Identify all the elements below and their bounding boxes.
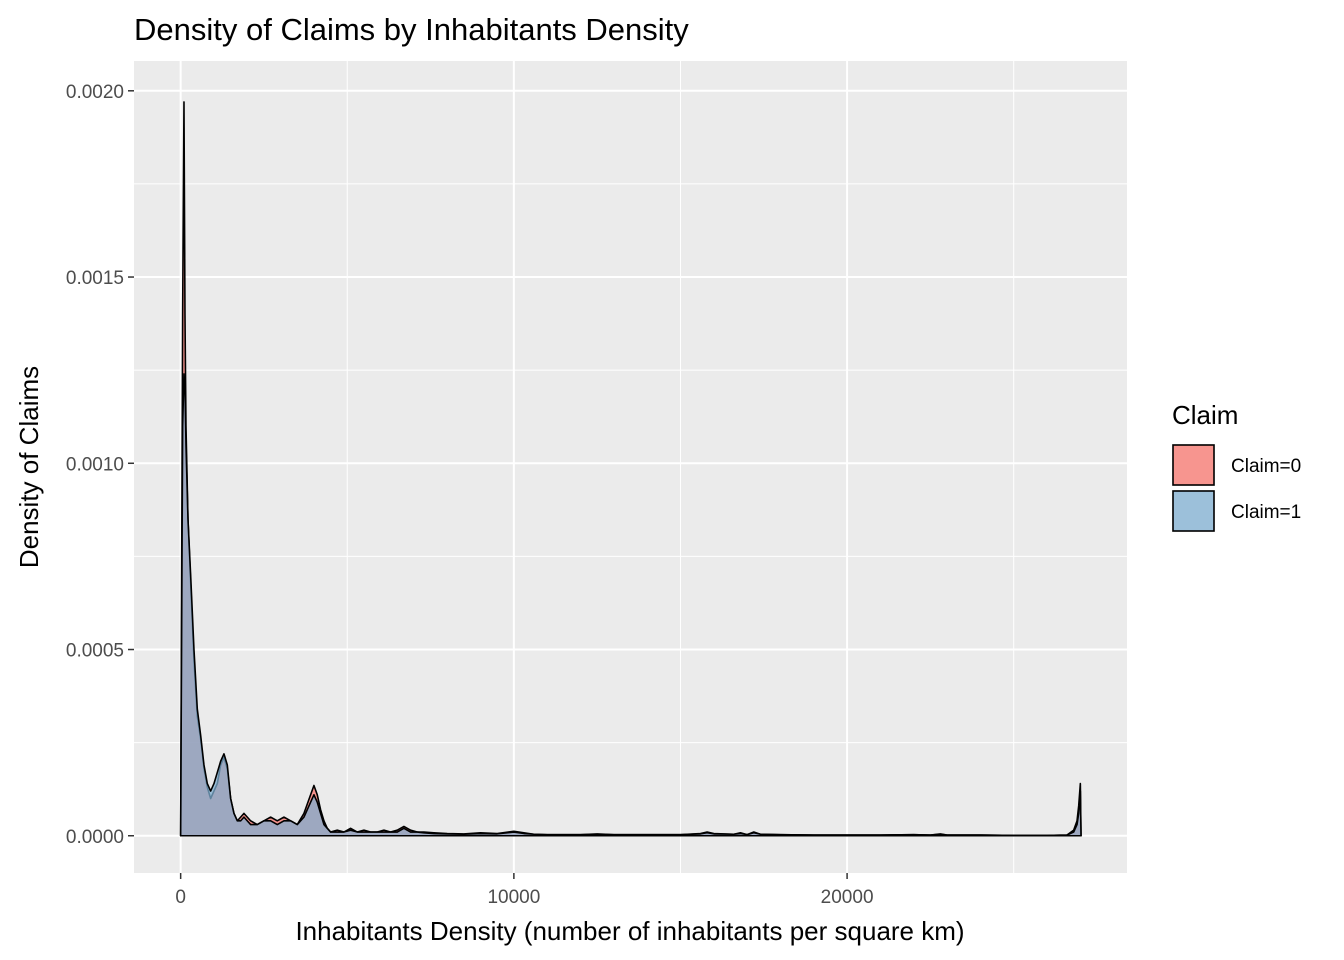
y-tick-label: 0.0010	[66, 454, 124, 475]
plot-panel	[134, 61, 1127, 873]
x-axis-ticks: 0 10000 20000	[175, 873, 874, 908]
y-tick-label: 0.0000	[66, 827, 124, 848]
y-axis-title: Density of Claims	[14, 366, 44, 568]
legend: Claim Claim=0 Claim=1	[1172, 400, 1301, 532]
y-tick-label: 0.0020	[66, 82, 124, 103]
legend-label: Claim=1	[1231, 502, 1301, 523]
chart-title: Density of Claims by Inhabitants Density	[134, 12, 689, 47]
legend-swatch-claim-0	[1172, 444, 1215, 486]
density-areas	[179, 101, 1082, 837]
legend-swatch-claim-1	[1172, 490, 1215, 532]
x-axis-title: Inhabitants Density (number of inhabitan…	[295, 916, 964, 946]
legend-title: Claim	[1172, 400, 1238, 430]
x-tick-label: 10000	[487, 887, 540, 908]
legend-label: Claim=0	[1231, 456, 1301, 477]
y-tick-label: 0.0005	[66, 641, 124, 662]
x-tick-label: 20000	[821, 887, 874, 908]
x-tick-label: 0	[175, 887, 186, 908]
minor-gridlines	[134, 61, 1127, 873]
y-tick-label: 0.0015	[66, 268, 124, 289]
density-area-claim-1	[179, 373, 1082, 837]
y-axis-ticks: 0.0000 0.0005 0.0010 0.0015 0.0020	[66, 82, 134, 848]
